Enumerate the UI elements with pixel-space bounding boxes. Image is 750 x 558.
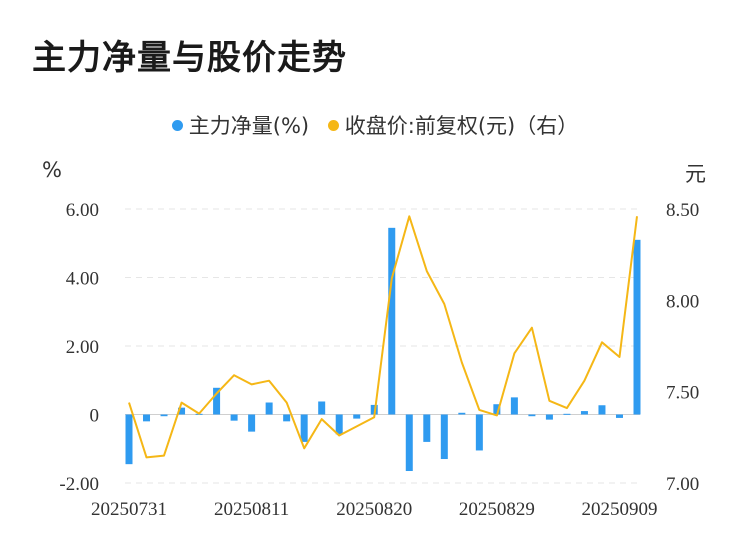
net-volume-bar bbox=[248, 414, 256, 432]
legend-label-close-price: 收盘价:前复权(元)（右） bbox=[344, 114, 579, 138]
net-volume-bar bbox=[563, 413, 571, 415]
x-axis-labels: 20250731 20250811 20250820 20250829 20250909 bbox=[91, 499, 657, 520]
legend-dot-close-price bbox=[327, 119, 339, 131]
left-tick-label: -2.00 bbox=[59, 474, 99, 495]
legend-item-close-price[interactable]: 收盘价:前复权(元)（右） bbox=[327, 110, 579, 140]
net-volume-bar bbox=[230, 414, 238, 421]
net-volume-bar bbox=[335, 414, 343, 435]
legend-item-net-volume[interactable]: 主力净量(%) bbox=[171, 110, 310, 140]
left-axis-unit: % bbox=[42, 158, 62, 182]
net-volume-bar bbox=[160, 414, 168, 417]
left-tick-label: 0 bbox=[90, 406, 100, 427]
left-tick-label: 6.00 bbox=[66, 200, 99, 221]
price-line bbox=[128, 215, 638, 459]
net-volume-bar bbox=[300, 414, 308, 442]
right-axis-labels: 7.00 7.50 8.00 8.50 bbox=[666, 200, 699, 495]
net-volume-bar bbox=[353, 414, 361, 419]
net-volume-bar bbox=[388, 227, 396, 415]
net-volume-bar bbox=[125, 414, 133, 465]
net-volume-bar bbox=[615, 414, 623, 418]
right-axis-unit: 元 bbox=[685, 162, 706, 186]
net-volume-bar bbox=[545, 414, 553, 420]
left-tick-label: 2.00 bbox=[66, 337, 99, 358]
net-volume-bar bbox=[633, 239, 641, 415]
legend-label-net-volume: 主力净量(%) bbox=[188, 114, 310, 138]
net-volume-bar bbox=[510, 397, 518, 415]
net-volume-bar bbox=[475, 414, 483, 451]
net-volume-bar bbox=[440, 414, 448, 460]
net-volume-bar bbox=[213, 387, 221, 415]
chart-title: 主力净量与股价走势 bbox=[32, 38, 347, 78]
net-volume-bar bbox=[423, 414, 431, 442]
net-volume-bar bbox=[143, 414, 151, 422]
left-axis-labels: -2.00 0 2.00 4.00 6.00 bbox=[59, 200, 99, 495]
right-tick-label: 7.00 bbox=[666, 474, 699, 495]
x-tick-label: 20250909 bbox=[581, 499, 657, 520]
net-volume-bar bbox=[458, 412, 466, 415]
net-volume-bar bbox=[528, 414, 536, 417]
net-volume-bar bbox=[580, 411, 588, 415]
net-volume-bar bbox=[283, 414, 291, 422]
x-tick-label: 20250829 bbox=[459, 499, 535, 520]
right-tick-label: 8.00 bbox=[666, 291, 699, 312]
net-volume-bar bbox=[598, 405, 606, 415]
legend-dot-net-volume bbox=[171, 119, 183, 131]
legend: 主力净量(%) 收盘价:前复权(元)（右） bbox=[0, 110, 750, 140]
right-tick-label: 8.50 bbox=[666, 200, 699, 221]
net-volume-bar bbox=[178, 407, 186, 415]
x-tick-label: 20250820 bbox=[336, 499, 412, 520]
x-tick-label: 20250731 bbox=[91, 499, 167, 520]
net-volume-bar bbox=[405, 414, 413, 472]
net-volume-bar bbox=[318, 401, 326, 415]
left-tick-label: 4.00 bbox=[66, 269, 99, 290]
right-tick-label: 7.50 bbox=[666, 383, 699, 404]
x-tick-label: 20250811 bbox=[214, 499, 289, 520]
net-volume-bar bbox=[493, 404, 501, 415]
net-volume-bar bbox=[265, 402, 273, 415]
